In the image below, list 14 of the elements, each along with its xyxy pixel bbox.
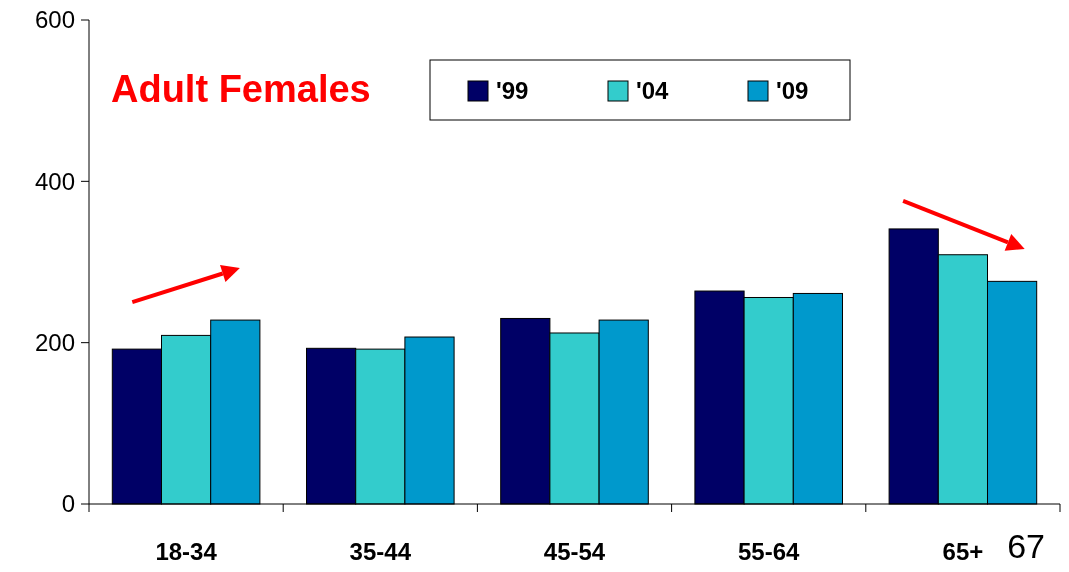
y-tick-label: 200 — [34, 329, 75, 357]
text: Adult Females — [111, 68, 371, 110]
y-tick-label: 400 — [34, 167, 75, 195]
text: 67 — [1007, 527, 1045, 565]
legend-label: '99 — [496, 77, 529, 105]
legend-label: '09 — [776, 77, 809, 105]
x-tick-label: 35-44 — [349, 538, 412, 565]
x-tick-label: 18-34 — [155, 538, 218, 565]
legend-label: '04 — [636, 77, 670, 105]
x-tick-label: 55-64 — [738, 538, 801, 565]
x-tick-label: 45-54 — [543, 538, 606, 565]
x-tick-label: 65+ — [942, 538, 984, 565]
y-tick-label: 0 — [61, 490, 75, 518]
y-tick-label: 600 — [34, 6, 75, 34]
